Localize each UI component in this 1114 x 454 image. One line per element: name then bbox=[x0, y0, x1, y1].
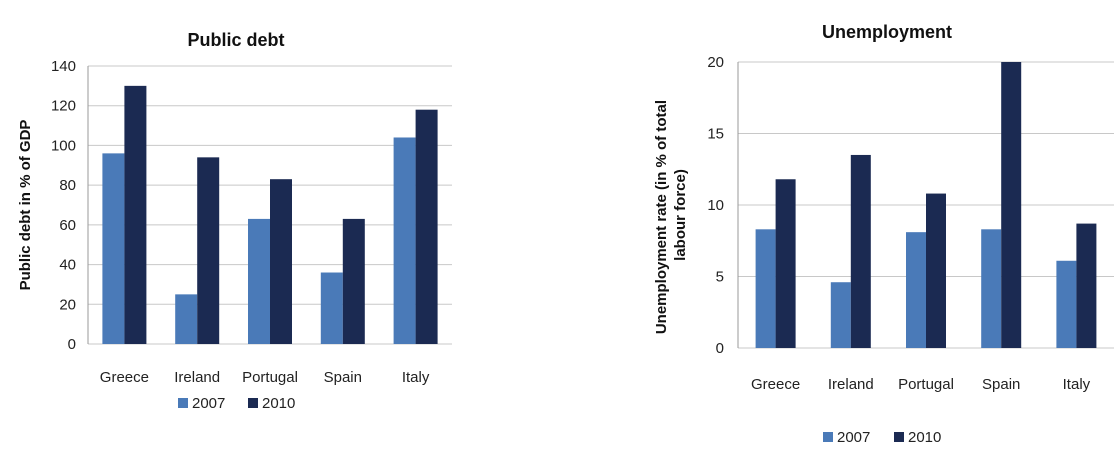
y-tick-label: 120 bbox=[51, 98, 76, 115]
legend-swatch bbox=[823, 432, 833, 442]
y-axis-label-line: labour force) bbox=[672, 169, 689, 261]
category-label: Italy bbox=[402, 369, 430, 386]
legend: 2007 2010 bbox=[178, 395, 295, 412]
bar-2010-italy bbox=[415, 109, 438, 344]
category-label: Portugal bbox=[242, 369, 298, 386]
gridlines bbox=[737, 61, 1114, 349]
y-tick-label: 100 bbox=[51, 137, 76, 154]
bar-2007-greece bbox=[102, 153, 125, 344]
category-label: Spain bbox=[324, 369, 362, 386]
public-debt-chart: Public debt Public debt in % of GDP 0 20 4… bbox=[17, 30, 452, 412]
legend-label: 2010 bbox=[908, 429, 941, 446]
chart-title: Unemployment bbox=[822, 22, 952, 42]
bar-2007-portugal bbox=[906, 232, 926, 348]
category-label: Portugal bbox=[898, 376, 954, 393]
legend-swatch bbox=[894, 432, 904, 442]
y-tick-label: 20 bbox=[707, 54, 724, 71]
legend-label: 2007 bbox=[837, 429, 870, 446]
y-tick-label: 0 bbox=[68, 336, 76, 353]
bar-2007-italy bbox=[1056, 260, 1077, 348]
bar-2010-spain bbox=[342, 218, 365, 344]
category-label: Greece bbox=[751, 376, 800, 393]
y-tick-label: 140 bbox=[51, 58, 76, 75]
bar-2007-spain bbox=[981, 229, 1002, 348]
unemployment-chart: Unemployment Unemployment rate (in % of … bbox=[653, 22, 1114, 446]
bar-2010-portugal bbox=[270, 179, 292, 344]
bar-2007-spain bbox=[320, 272, 343, 344]
bar-2010-portugal bbox=[926, 193, 946, 348]
category-label: Spain bbox=[982, 376, 1020, 393]
legend-swatch bbox=[248, 398, 258, 408]
category-label: Ireland bbox=[174, 369, 220, 386]
y-tick-label: 40 bbox=[59, 257, 76, 274]
category-label: Italy bbox=[1063, 376, 1091, 393]
bar-2010-ireland bbox=[850, 154, 871, 348]
bar-2010-italy bbox=[1076, 223, 1097, 348]
y-tick-label: 0 bbox=[716, 340, 724, 357]
y-tick-label: 5 bbox=[716, 269, 724, 286]
y-axis-label: Unemployment rate (in % of total labour … bbox=[653, 96, 689, 334]
bar-2007-italy bbox=[393, 137, 416, 344]
y-axis-label: Public debt in % of GDP bbox=[17, 120, 34, 291]
legend-label: 2007 bbox=[192, 395, 225, 412]
chart-title: Public debt bbox=[187, 30, 284, 50]
bar-2007-ireland bbox=[175, 294, 198, 344]
y-axis-label-line: Unemployment rate (in % of total bbox=[653, 100, 670, 334]
y-tick-labels: 0 5 10 15 20 bbox=[707, 54, 724, 357]
category-labels: Greece Ireland Portugal Spain Italy bbox=[751, 376, 1091, 393]
y-tick-label: 20 bbox=[59, 296, 76, 313]
bar-2007-ireland bbox=[830, 282, 851, 348]
bar-2010-greece bbox=[124, 85, 147, 344]
bar-2007-portugal bbox=[248, 218, 270, 344]
y-tick-label: 60 bbox=[59, 217, 76, 234]
category-labels: Greece Ireland Portugal Spain Italy bbox=[100, 369, 430, 386]
bar-2010-spain bbox=[1001, 62, 1022, 348]
bar-2010-ireland bbox=[197, 157, 220, 344]
legend-label: 2010 bbox=[262, 395, 295, 412]
bar-2010-greece bbox=[775, 179, 796, 348]
legend: 2007 2010 bbox=[823, 429, 941, 446]
category-label: Ireland bbox=[828, 376, 874, 393]
category-label: Greece bbox=[100, 369, 149, 386]
y-tick-label: 15 bbox=[707, 126, 724, 143]
legend-swatch bbox=[178, 398, 188, 408]
y-tick-label: 80 bbox=[59, 177, 76, 194]
y-tick-label: 10 bbox=[707, 197, 724, 214]
bar-2007-greece bbox=[755, 229, 776, 348]
y-tick-labels: 0 20 40 60 80 100 120 140 bbox=[51, 58, 76, 353]
bars bbox=[102, 85, 438, 344]
bars bbox=[755, 62, 1097, 348]
